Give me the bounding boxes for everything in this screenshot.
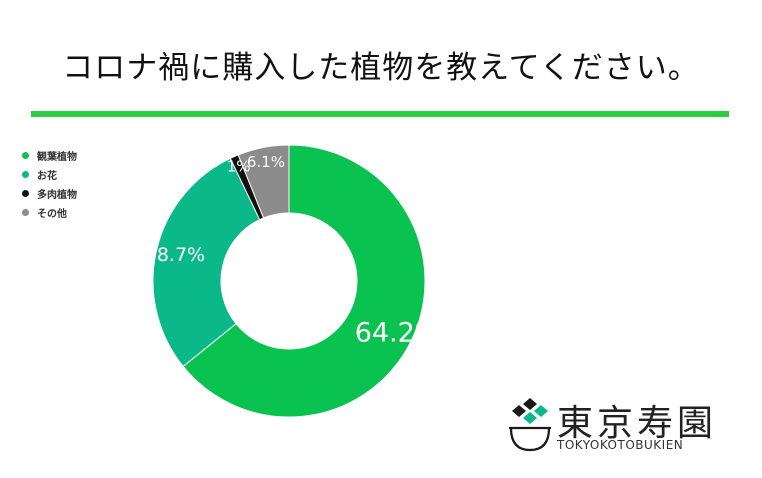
diamond-bowl-icon — [509, 398, 551, 452]
data-label-foliage: 64.2% — [355, 317, 441, 348]
legend-item-succulents: 多肉植物 — [22, 184, 77, 203]
logo: 東京寿園 TOKYOKOTOBUKIEN — [505, 396, 735, 456]
legend-item-other: その他 — [22, 203, 77, 222]
data-label-other: 6.1% — [247, 153, 285, 171]
legend-label-flowers: お花 — [37, 171, 57, 182]
chart-title: コロナ禍に購入した植物を教えてください。 — [62, 50, 700, 86]
legend: 観葉植物 お花 多肉植物 その他 — [22, 146, 77, 222]
slice-foliage — [182, 144, 426, 418]
title-rule — [31, 111, 729, 117]
legend-item-flowers: お花 — [22, 165, 77, 184]
logo-subtitle: TOKYOKOTOBUKIEN — [557, 438, 684, 452]
legend-dot-flowers — [22, 171, 29, 178]
data-label-succulents: 1% — [227, 157, 251, 175]
data-label-flowers: 28.7% — [145, 244, 205, 266]
slice-flowers — [152, 157, 261, 368]
legend-label-other: その他 — [37, 209, 67, 220]
legend-dot-other — [22, 209, 29, 216]
legend-item-foliage: 観葉植物 — [22, 146, 77, 165]
logo-name: 東京寿園 — [557, 403, 718, 444]
legend-label-succulents: 多肉植物 — [37, 190, 77, 201]
legend-label-foliage: 観葉植物 — [37, 152, 77, 163]
legend-dot-foliage — [22, 152, 29, 159]
legend-dot-succulents — [22, 190, 29, 197]
slice-other — [237, 144, 290, 219]
